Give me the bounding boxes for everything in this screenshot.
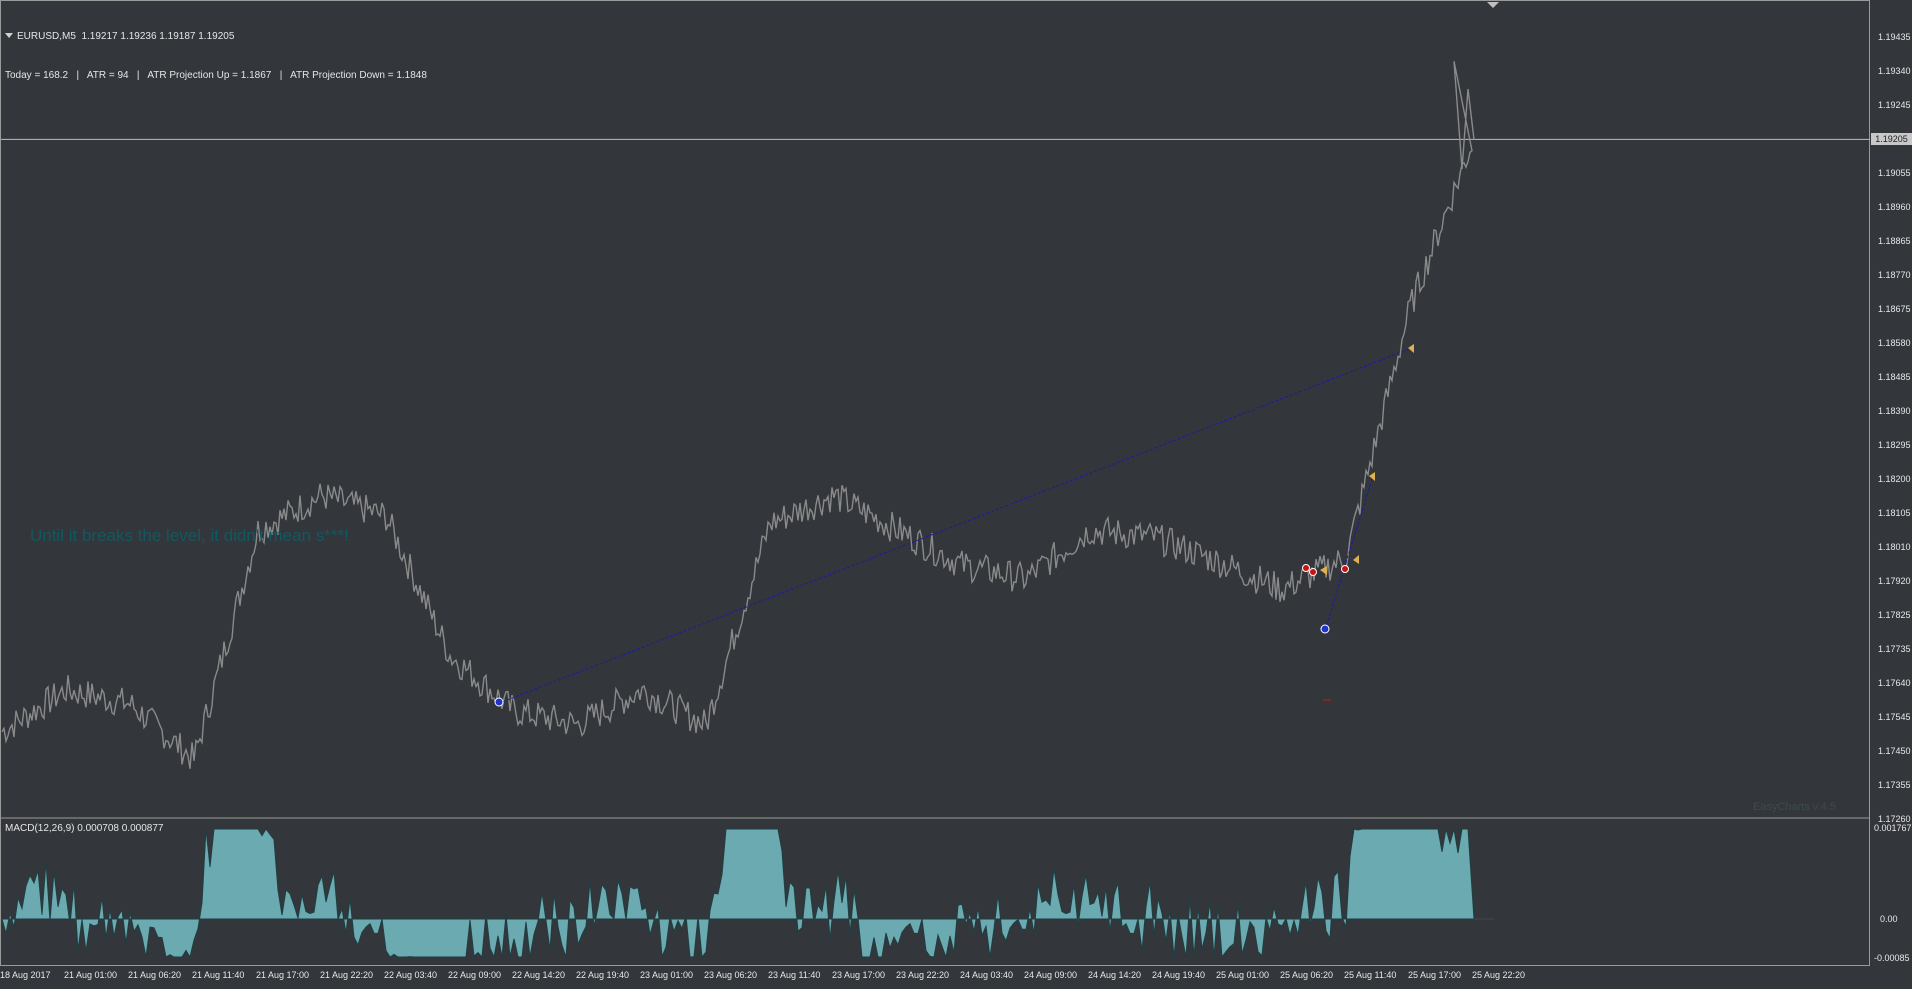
chart-header: EURUSD,M5 1.19217 1.19236 1.19187 1.1920… [5, 4, 427, 95]
price-series-line [1, 61, 1475, 769]
time-tick: 23 Aug 01:00 [640, 970, 694, 980]
time-tick: 21 Aug 17:00 [256, 970, 310, 980]
price-tick: 1.18770 [1878, 270, 1911, 281]
time-tick: 24 Aug 03:40 [960, 970, 1014, 980]
close-marker-1[interactable] [1320, 566, 1327, 575]
close-marker-4[interactable] [1408, 344, 1414, 353]
price-tick: 1.19245 [1878, 100, 1911, 111]
trend-line-short[interactable] [1324, 475, 1374, 631]
time-tick: 18 Aug 2017 [0, 970, 51, 980]
macd-tick-zero: 0.00 [1880, 914, 1898, 924]
time-tick: 21 Aug 01:00 [64, 970, 118, 980]
macd-histogram-area [1, 828, 1475, 959]
price-tick: 1.18485 [1878, 372, 1911, 383]
time-axis[interactable] [0, 966, 1912, 989]
price-tick: 1.18295 [1878, 440, 1911, 451]
sell-marker-2[interactable] [1309, 568, 1317, 576]
sell-marker-1[interactable] [1302, 564, 1310, 572]
time-tick: 24 Aug 19:40 [1152, 970, 1206, 980]
time-tick: 23 Aug 06:20 [704, 970, 758, 980]
time-tick: 25 Aug 01:00 [1216, 970, 1270, 980]
sell-marker-3[interactable] [1341, 565, 1349, 573]
time-tick: 25 Aug 17:00 [1408, 970, 1462, 980]
time-tick: 24 Aug 09:00 [1024, 970, 1078, 980]
macd-tick-min: -0.00085 [1874, 953, 1910, 963]
trend-line-long[interactable] [501, 347, 1413, 703]
buy-marker-1[interactable] [494, 697, 504, 707]
chart-text-annotation[interactable]: Until it breaks the level, it didn't mea… [30, 526, 349, 545]
time-tick: 23 Aug 17:00 [832, 970, 886, 980]
chart-shift-marker-icon[interactable] [1487, 2, 1499, 8]
time-tick: 21 Aug 22:20 [320, 970, 374, 980]
macd-tick-max: 0.001767 [1874, 823, 1912, 833]
price-tick: 1.18675 [1878, 304, 1911, 315]
time-tick: 25 Aug 22:20 [1472, 970, 1526, 980]
price-tick: 1.19340 [1878, 66, 1911, 77]
price-tick: 1.18010 [1878, 542, 1911, 553]
price-tick: 1.18580 [1878, 338, 1911, 349]
price-tick: 1.17355 [1878, 780, 1911, 791]
price-tick: 1.17825 [1878, 610, 1911, 621]
price-tick: 1.18105 [1878, 508, 1911, 519]
price-tick: 1.18960 [1878, 202, 1911, 213]
price-tick: 1.18390 [1878, 406, 1911, 417]
price-axis[interactable] [1870, 0, 1912, 989]
price-tick: 1.17920 [1878, 576, 1911, 587]
buy-marker-2[interactable] [1320, 624, 1330, 634]
close-marker-2[interactable] [1353, 555, 1359, 564]
price-tick: 1.17735 [1878, 644, 1911, 655]
price-tick: 1.17545 [1878, 712, 1911, 723]
price-tick: 1.19055 [1878, 168, 1911, 179]
price-tick: 1.17640 [1878, 678, 1911, 689]
price-tick: 1.17450 [1878, 746, 1911, 757]
close-marker-3[interactable] [1369, 472, 1375, 481]
price-tick: 1.17260 [1878, 814, 1911, 825]
time-tick: 23 Aug 11:40 [768, 970, 821, 980]
symbol-quote: EURUSD,M5 1.19217 1.19236 1.19187 1.1920… [17, 31, 235, 42]
time-tick: 22 Aug 19:40 [576, 970, 630, 980]
time-tick: 21 Aug 11:40 [192, 970, 245, 980]
time-tick: 25 Aug 11:40 [1344, 970, 1397, 980]
macd-label: MACD(12,26,9) 0.000708 0.000877 [5, 823, 164, 834]
atr-info: Today = 168.2 | ATR = 94 | ATR Projectio… [5, 70, 427, 81]
time-tick: 22 Aug 03:40 [384, 970, 438, 980]
watermark-text: EasyCharts v.4.5 [1753, 801, 1836, 813]
price-tick: 1.18865 [1878, 236, 1911, 247]
price-tick: 1.18200 [1878, 474, 1911, 485]
current-price-label: 1.19205 [1871, 133, 1912, 146]
time-tick: 22 Aug 14:20 [512, 970, 566, 980]
dropdown-arrow-icon[interactable] [5, 33, 13, 38]
time-tick: 21 Aug 06:20 [128, 970, 182, 980]
time-tick: 25 Aug 06:20 [1280, 970, 1334, 980]
chart-window[interactable] [0, 0, 1870, 966]
time-tick: 24 Aug 14:20 [1088, 970, 1142, 980]
price-tick: 1.19435 [1878, 32, 1911, 42]
time-tick: 23 Aug 22:20 [896, 970, 950, 980]
time-tick: 22 Aug 09:00 [448, 970, 502, 980]
